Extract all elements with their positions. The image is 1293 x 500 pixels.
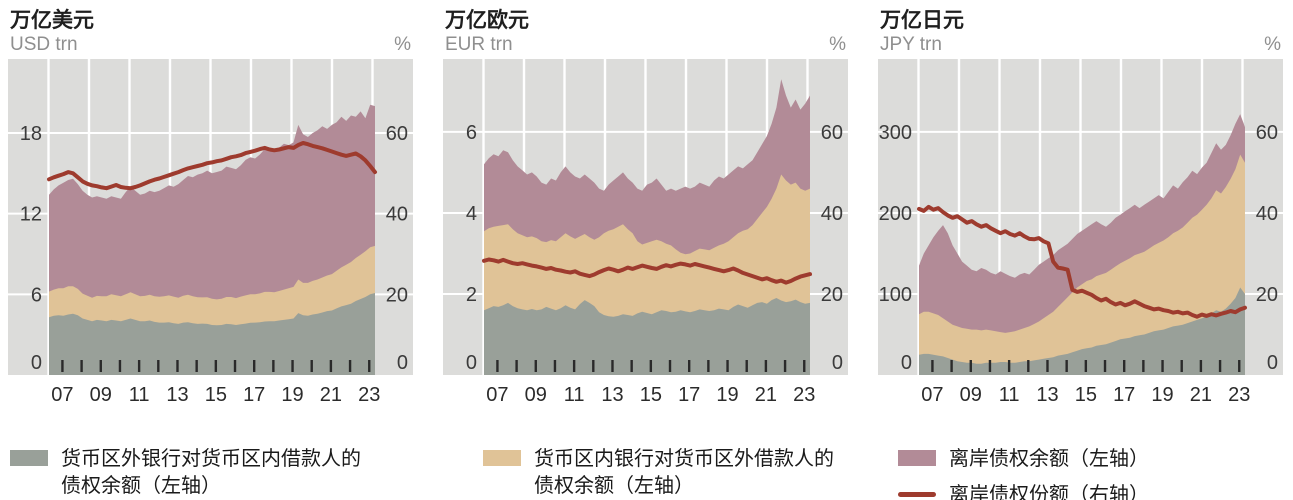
panel-usd-units: USD trn % bbox=[10, 34, 411, 56]
x-tick-label: 17 bbox=[678, 384, 700, 406]
panel-eur-units: EUR trn % bbox=[445, 34, 846, 56]
left-axis-label: 18 bbox=[20, 123, 42, 145]
x-tick-label: 15 bbox=[205, 384, 227, 406]
right-axis-label: 40 bbox=[821, 203, 843, 225]
x-tick-label: 07 bbox=[51, 384, 73, 406]
x-tick-label: 07 bbox=[486, 384, 508, 406]
gray-area-label: 货币区外银行对货币区内借款人的 债权余额（左轴） bbox=[61, 445, 361, 499]
legend-item-offshore: 离岸债权余额（左轴） 离岸债权份额（右轴） bbox=[898, 445, 1149, 500]
left-axis-label: 6 bbox=[466, 122, 477, 144]
tan-area-label-line2: 债权余额（左轴） bbox=[534, 473, 694, 497]
area-area_gray bbox=[49, 293, 375, 375]
jpy-chart: 07 09 11 13 15 17 19 21 23 0 100 200 300 0 20 40 60 bbox=[878, 59, 1283, 406]
panel-usd: 万亿美元 USD trn % 07 09 11 13 15 17 19 21 23 0 6 12 18 0… bbox=[8, 0, 413, 407]
x-tick-label: 21 bbox=[1190, 384, 1212, 406]
left-axis-label: 6 bbox=[31, 284, 42, 306]
mauve-area-swatch bbox=[898, 450, 936, 466]
x-tick-label: 17 bbox=[243, 384, 265, 406]
x-tick-label: 23 bbox=[793, 384, 815, 406]
left-axis-label: 0 bbox=[466, 352, 477, 374]
x-tick-label: 13 bbox=[166, 384, 188, 406]
x-tick-label: 09 bbox=[960, 384, 982, 406]
tan-area-swatch bbox=[483, 450, 521, 466]
area-area_gray bbox=[484, 298, 810, 375]
gray-area-label-line2: 债权余额（左轴） bbox=[61, 473, 221, 497]
panels-row: 万亿美元 USD trn % 07 09 11 13 15 17 19 21 23 0 6 12 18 0… bbox=[8, 0, 1283, 407]
right-axis-label: 20 bbox=[386, 284, 408, 306]
usd-chart: 07 09 11 13 15 17 19 21 23 0 6 12 18 0 20 40 60 bbox=[8, 59, 413, 406]
panel-usd-title: 万亿美元 bbox=[10, 7, 94, 32]
x-tick-label: 09 bbox=[525, 384, 547, 406]
x-tick-label: 19 bbox=[1151, 384, 1173, 406]
legend-item-gray-area: 货币区外银行对货币区内借款人的 债权余额（左轴） bbox=[10, 445, 361, 500]
panel-eur-title: 万亿欧元 bbox=[445, 7, 529, 32]
share-line bbox=[482, 257, 812, 285]
panel-usd-unit-label: USD trn bbox=[10, 34, 78, 55]
area-area_tan bbox=[919, 154, 1245, 375]
left-axis-label: 12 bbox=[20, 204, 42, 226]
x-tick-label: 15 bbox=[1075, 384, 1097, 406]
x-tick-label: 23 bbox=[1228, 384, 1250, 406]
left-axis-label: 0 bbox=[31, 352, 42, 374]
panel-eur-percent-label: % bbox=[829, 34, 846, 55]
x-tick-label: 07 bbox=[921, 384, 943, 406]
tan-area-label-line1: 货币区内银行对货币区外借款人的 bbox=[534, 446, 834, 470]
x-tick-label: 13 bbox=[1036, 384, 1058, 406]
panel-eur: 万亿欧元 EUR trn % 07 09 11 13 15 17 19 21 23 0 2 4 6 0 20… bbox=[443, 0, 848, 407]
mauve-area-label: 离岸债权余额（左轴） bbox=[949, 446, 1149, 470]
x-tick-label: 13 bbox=[601, 384, 623, 406]
x-tick-label: 23 bbox=[358, 384, 380, 406]
gray-area-label-line1: 货币区外银行对货币区内借款人的 bbox=[61, 446, 361, 470]
left-axis-label: 200 bbox=[879, 203, 912, 225]
panel-jpy-units: JPY trn % bbox=[880, 34, 1281, 56]
right-axis-label: 60 bbox=[386, 123, 408, 145]
right-axis-label: 0 bbox=[397, 352, 408, 374]
panel-jpy-title: 万亿日元 bbox=[880, 7, 964, 32]
panel-eur-unit-label: EUR trn bbox=[445, 34, 513, 55]
right-axis-label: 0 bbox=[832, 352, 843, 374]
right-axis-label: 60 bbox=[821, 122, 843, 144]
x-tick-label: 21 bbox=[320, 384, 342, 406]
right-axis-label: 40 bbox=[1256, 203, 1278, 225]
right-axis-label: 0 bbox=[1267, 352, 1278, 374]
panel-jpy: 万亿日元 JPY trn % 07 09 11 13 15 17 19 21 23 0 100 200… bbox=[878, 0, 1283, 407]
red-line-label: 离岸债权份额（右轴） bbox=[949, 482, 1149, 500]
x-tick-label: 11 bbox=[564, 384, 585, 406]
right-axis-label: 40 bbox=[386, 204, 408, 226]
tan-area-label: 货币区内银行对货币区外借款人的 债权余额（左轴） bbox=[534, 445, 834, 499]
panel-jpy-percent-label: % bbox=[1264, 34, 1281, 55]
x-tick-label: 19 bbox=[716, 384, 738, 406]
x-tick-label: 11 bbox=[999, 384, 1020, 406]
share-line bbox=[47, 141, 377, 191]
legend-item-tan-area: 货币区内银行对货币区外借款人的 债权余额（左轴） bbox=[483, 445, 834, 500]
left-axis-label: 4 bbox=[466, 203, 477, 225]
panel-jpy-unit-label: JPY trn bbox=[880, 34, 942, 55]
left-axis-label: 0 bbox=[901, 352, 912, 374]
x-tick-label: 17 bbox=[1113, 384, 1135, 406]
panel-usd-percent-label: % bbox=[394, 34, 411, 55]
right-axis-label: 20 bbox=[1256, 284, 1278, 306]
left-axis-label: 2 bbox=[466, 284, 477, 306]
x-tick-label: 09 bbox=[90, 384, 112, 406]
gray-area-swatch bbox=[10, 450, 48, 466]
right-axis-label: 20 bbox=[821, 284, 843, 306]
left-axis-label: 300 bbox=[879, 122, 912, 144]
x-tick-label: 15 bbox=[640, 384, 662, 406]
x-tick-label: 19 bbox=[281, 384, 303, 406]
red-line-swatch bbox=[898, 492, 936, 497]
area-area_gray bbox=[919, 287, 1245, 375]
legend: 货币区外银行对货币区内借款人的 债权余额（左轴） 货币区内银行对货币区外借款人的… bbox=[0, 441, 1293, 500]
right-axis-label: 60 bbox=[1256, 122, 1278, 144]
x-tick-label: 21 bbox=[755, 384, 777, 406]
left-axis-label: 100 bbox=[879, 284, 912, 306]
share-line bbox=[917, 204, 1247, 319]
x-tick-label: 11 bbox=[129, 384, 150, 406]
